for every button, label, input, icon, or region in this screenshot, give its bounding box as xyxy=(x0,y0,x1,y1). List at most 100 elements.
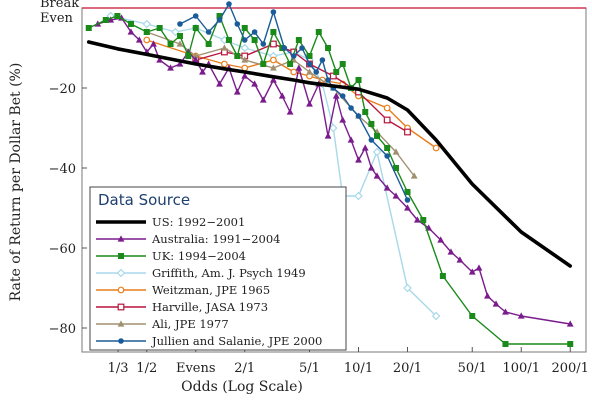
point-australia-1991-2004-40 xyxy=(447,248,455,255)
point-uk-1994-2004-37 xyxy=(502,341,509,347)
point-griffith-am-j-psych-1949-15 xyxy=(431,311,441,321)
x-tick-label-1-2: 1/2 xyxy=(136,361,157,376)
point-uk-1994-2004-25 xyxy=(339,61,346,67)
point-uk-1994-2004-11 xyxy=(216,13,223,19)
point-australia-1991-2004-4 xyxy=(135,36,143,43)
series-line-griffith-am-j-psych-1949 xyxy=(109,15,437,317)
point-uk-1994-2004-27 xyxy=(355,77,362,83)
point-weitzman-jpe-1965-2 xyxy=(221,60,228,68)
point-jullien-and-salanie-jpe-2000-3 xyxy=(216,17,223,23)
axis-layer: 1/3 1/2 Evens 2/1 5/1 10/1 20/1 50/1 100/1 200/1 −… xyxy=(49,82,589,376)
point-uk-1994-2004-31 xyxy=(384,145,391,151)
legend-marker-australia-1991-2004 xyxy=(117,235,125,242)
point-griffith-am-j-psych-1949-14 xyxy=(403,283,412,293)
legend-title: Data Source xyxy=(98,191,190,209)
point-uk-1994-2004-22 xyxy=(315,29,322,35)
point-australia-1991-2004-12 xyxy=(199,68,206,75)
point-australia-1991-2004-36 xyxy=(404,204,411,211)
legend-item-australia-1991-2004: Australia: 1991−2004 xyxy=(96,232,281,246)
legend-item-griffith-am-j-psych-1949: Griffith, Am. J. Psych 1949 xyxy=(96,266,306,280)
point-jullien-and-salanie-jpe-2000-5 xyxy=(234,21,241,27)
point-uk-1994-2004-20 xyxy=(295,37,302,43)
point-australia-1991-2004-3 xyxy=(127,28,135,35)
point-australia-1991-2004-37 xyxy=(413,216,421,223)
point-ali-jpe-1977-12 xyxy=(410,172,418,179)
point-ali-jpe-1977-3 xyxy=(221,44,228,51)
point-australia-1991-2004-48 xyxy=(566,320,574,327)
legend-label-ali-jpe-1977: Ali, JPE 1977 xyxy=(151,317,229,331)
point-australia-1991-2004-29 xyxy=(347,136,355,143)
legend-label-griffith-am-j-psych-1949: Griffith, Am. J. Psych 1949 xyxy=(152,266,306,280)
legend-marker-ali-jpe-1977 xyxy=(117,320,125,327)
point-jullien-and-salanie-jpe-2000-13 xyxy=(306,61,313,67)
point-weitzman-jpe-1965-4 xyxy=(270,56,277,64)
point-jullien-and-salanie-jpe-2000-15 xyxy=(319,57,326,63)
legend-label-harville-jasa-1973: Harville, JASA 1973 xyxy=(152,300,268,314)
break-even-label-line1: Break xyxy=(40,0,79,11)
point-uk-1994-2004-16 xyxy=(260,61,267,67)
point-griffith-am-j-psych-1949-5 xyxy=(240,43,249,53)
point-uk-1994-2004-7 xyxy=(176,33,183,39)
point-uk-1994-2004-12 xyxy=(225,37,232,43)
point-griffith-am-j-psych-1949-13 xyxy=(372,147,382,157)
point-uk-1994-2004-15 xyxy=(251,37,258,43)
point-australia-1991-2004-22 xyxy=(286,108,294,115)
point-jullien-and-salanie-jpe-2000-18 xyxy=(339,93,346,99)
point-uk-1994-2004-3 xyxy=(127,21,134,27)
point-australia-1991-2004-27 xyxy=(332,92,340,99)
point-harville-jasa-1973-3 xyxy=(270,40,277,48)
point-australia-1991-2004-42 xyxy=(468,268,476,275)
point-australia-1991-2004-26 xyxy=(324,132,332,139)
point-uk-1994-2004-19 xyxy=(287,61,294,67)
point-uk-1994-2004-23 xyxy=(325,45,332,51)
point-harville-jasa-1973-8 xyxy=(383,116,391,124)
point-jullien-and-salanie-jpe-2000-12 xyxy=(299,45,305,51)
x-tick-label-10-1: 10/1 xyxy=(344,361,373,376)
point-ali-jpe-1977-4 xyxy=(241,56,249,63)
point-uk-1994-2004-29 xyxy=(368,121,375,127)
x-tick-label-200-1: 200/1 xyxy=(551,361,588,376)
legend-item-jullien-and-salanie-jpe-2000: Jullien and Salanie, JPE 2000 xyxy=(96,334,322,348)
series-uk-1994-2004 xyxy=(85,13,574,347)
point-australia-1991-2004-45 xyxy=(492,300,500,307)
point-uk-1994-2004-21 xyxy=(306,53,313,59)
point-uk-1994-2004-9 xyxy=(192,25,199,31)
point-australia-1991-2004-21 xyxy=(278,92,286,99)
legend-box xyxy=(89,186,347,351)
legend-item-us-1992-2001: US: 1992−2001 xyxy=(96,215,245,229)
point-uk-1994-2004-6 xyxy=(167,41,174,47)
point-australia-1991-2004-28 xyxy=(339,116,347,123)
point-ali-jpe-1977-11 xyxy=(392,148,400,155)
point-jullien-and-salanie-jpe-2000-7 xyxy=(251,29,258,35)
point-uk-1994-2004-5 xyxy=(156,25,163,31)
legend-item-weitzman-jpe-1965: Weitzman, JPE 1965 xyxy=(96,283,270,297)
point-uk-1994-2004-0 xyxy=(85,25,92,31)
x-tick-label-20-1: 20/1 xyxy=(393,361,422,376)
point-jullien-and-salanie-jpe-2000-8 xyxy=(260,41,267,47)
point-australia-1991-2004-8 xyxy=(167,64,174,71)
legend-label-weitzman-jpe-1965: Weitzman, JPE 1965 xyxy=(152,283,270,297)
point-australia-1991-2004-24 xyxy=(306,100,313,107)
point-australia-1991-2004-43 xyxy=(475,264,483,271)
point-jullien-and-salanie-jpe-2000-14 xyxy=(313,69,320,75)
point-australia-1991-2004-9 xyxy=(176,60,184,67)
legend-marker-harville-jasa-1973 xyxy=(117,303,125,311)
point-australia-1991-2004-6 xyxy=(150,40,157,47)
y-axis-title: Rate of Return per Dollar Bet (%) xyxy=(8,63,24,302)
legend-marker-weitzman-jpe-1965 xyxy=(117,286,125,294)
y-tick-label-20: −20 xyxy=(49,82,76,97)
point-jullien-and-salanie-jpe-2000-22 xyxy=(384,153,390,159)
point-jullien-and-salanie-jpe-2000-6 xyxy=(241,37,248,43)
point-uk-1994-2004-10 xyxy=(205,41,212,47)
point-jullien-and-salanie-jpe-2000-19 xyxy=(348,105,354,111)
legend-marker-uk-1994-2004 xyxy=(118,253,124,259)
x-tick-label-2-1: 2/1 xyxy=(234,361,255,376)
x-tick-label-1-3: 1/3 xyxy=(108,361,129,376)
point-australia-1991-2004-19 xyxy=(259,96,267,103)
point-griffith-am-j-psych-1949-12 xyxy=(354,191,363,201)
point-australia-1991-2004-16 xyxy=(233,88,241,95)
break-even-label-line2: Even xyxy=(40,11,74,26)
point-australia-1991-2004-7 xyxy=(156,56,164,63)
point-australia-1991-2004-41 xyxy=(456,256,464,263)
